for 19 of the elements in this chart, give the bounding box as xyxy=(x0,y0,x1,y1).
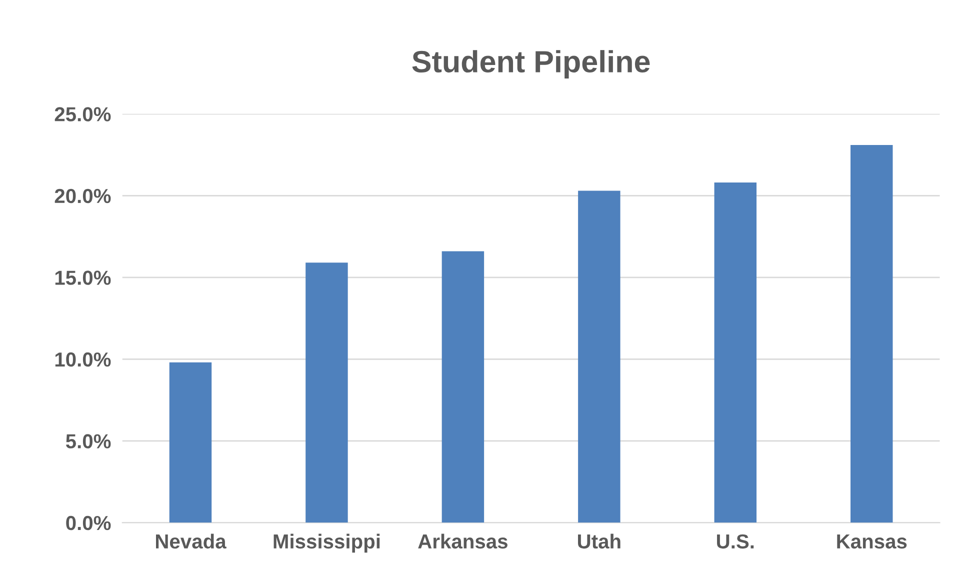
x-tick-label: Mississippi xyxy=(274,534,380,553)
y-tick-label: 25.0% xyxy=(54,107,111,122)
bar xyxy=(169,362,212,523)
y-tick-label: 5.0% xyxy=(66,434,111,448)
y-tick-label: 15.0% xyxy=(55,270,111,285)
chart-title: Student Pipeline xyxy=(412,50,650,79)
bar xyxy=(850,144,893,523)
y-tick-label: 10.0% xyxy=(55,352,111,367)
bar xyxy=(578,190,620,523)
x-tick-label: U.S. xyxy=(717,534,754,549)
y-tick-label: 0.0% xyxy=(66,516,111,530)
bar xyxy=(442,251,484,523)
bar xyxy=(306,262,348,523)
x-tick-label: Nevada xyxy=(156,534,226,549)
x-tick-label: Utah xyxy=(578,534,620,549)
bar xyxy=(714,182,757,523)
y-tick-label: 20.0% xyxy=(54,188,111,204)
x-tick-label: Kansas xyxy=(837,534,907,549)
x-tick-label: Arkansas xyxy=(418,534,508,549)
